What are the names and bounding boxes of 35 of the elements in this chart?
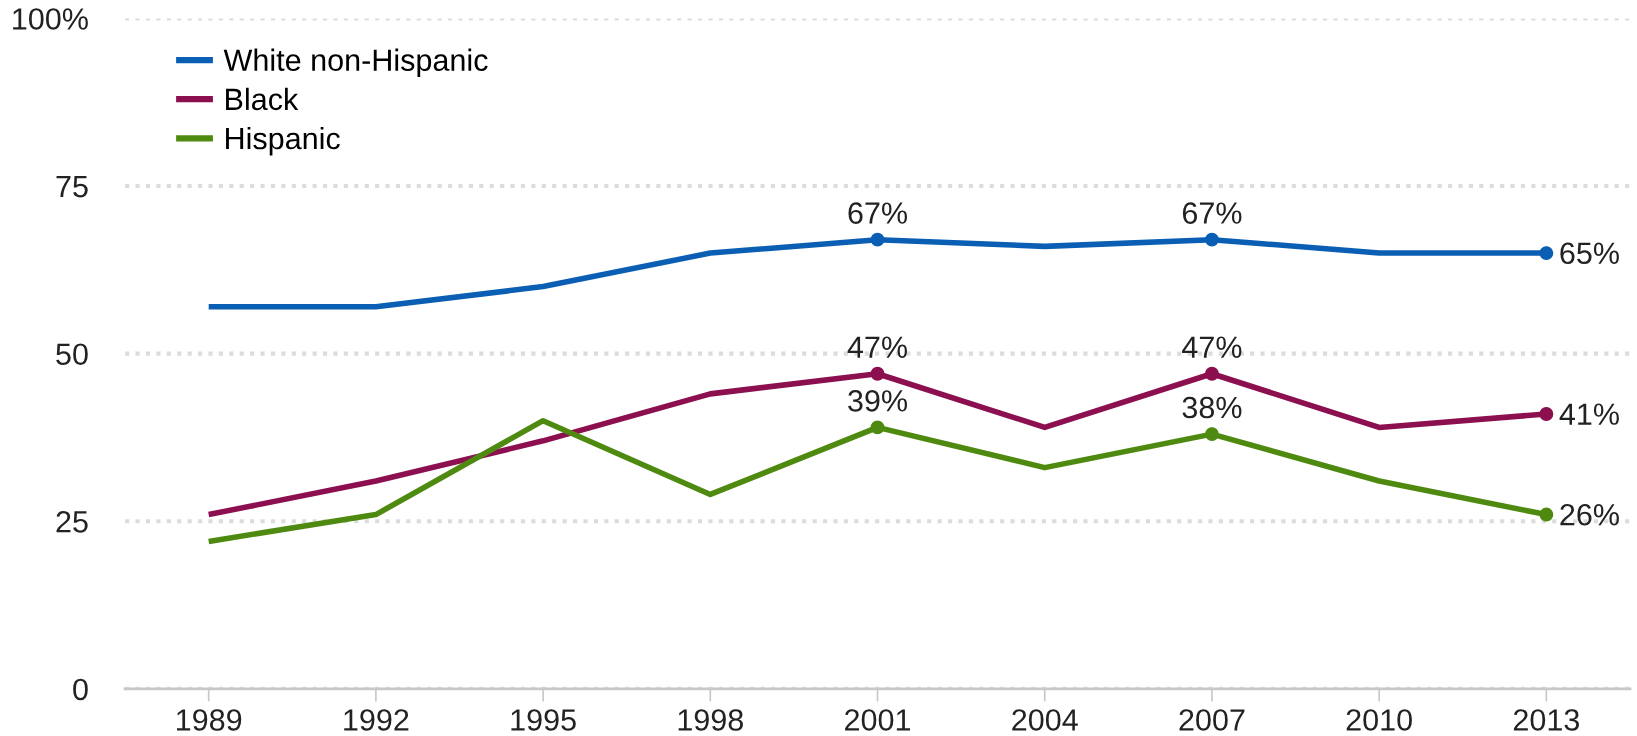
point [1539,507,1554,522]
data-label: 38% [1182,396,1242,419]
data-label: 67% [848,202,908,224]
legend-label: Hispanic [226,126,340,156]
y-tick-label: 25 [56,511,88,533]
point [870,366,885,381]
point [1539,246,1554,261]
data-label: 47% [847,336,908,358]
x-tick-label: 1998 [678,709,743,731]
x-tick-label: 2013 [1513,709,1579,731]
point [1204,427,1219,442]
legend-label: White non-Hispanic [223,48,488,78]
x-tick-label: 1989 [177,709,242,731]
point [1204,232,1219,247]
data-label: 65% [1560,242,1619,265]
x-tick-label: 2010 [1346,709,1412,731]
y-tick-label: 50 [56,343,88,366]
point [870,232,885,247]
x-tick-label: 1995 [511,709,576,731]
point [1539,407,1554,421]
legend-label: Black [226,87,299,111]
data-label: 67% [1182,202,1242,224]
data-label: 47% [1182,336,1242,358]
point [870,420,885,435]
y-tick-label: 0 [73,678,88,701]
x-tick-label: 1992 [344,709,409,731]
y-tick-label: 75 [56,176,88,198]
y-tick-label: 100% [13,8,88,30]
point [1204,366,1219,381]
x-tick-label: 2007 [1179,709,1245,731]
x-tick-label: 2004 [1012,709,1078,731]
data-label: 26% [1560,503,1619,526]
data-label: 41% [1559,403,1619,425]
data-label: 39% [848,390,908,412]
x-tick-label: 2001 [845,709,911,731]
